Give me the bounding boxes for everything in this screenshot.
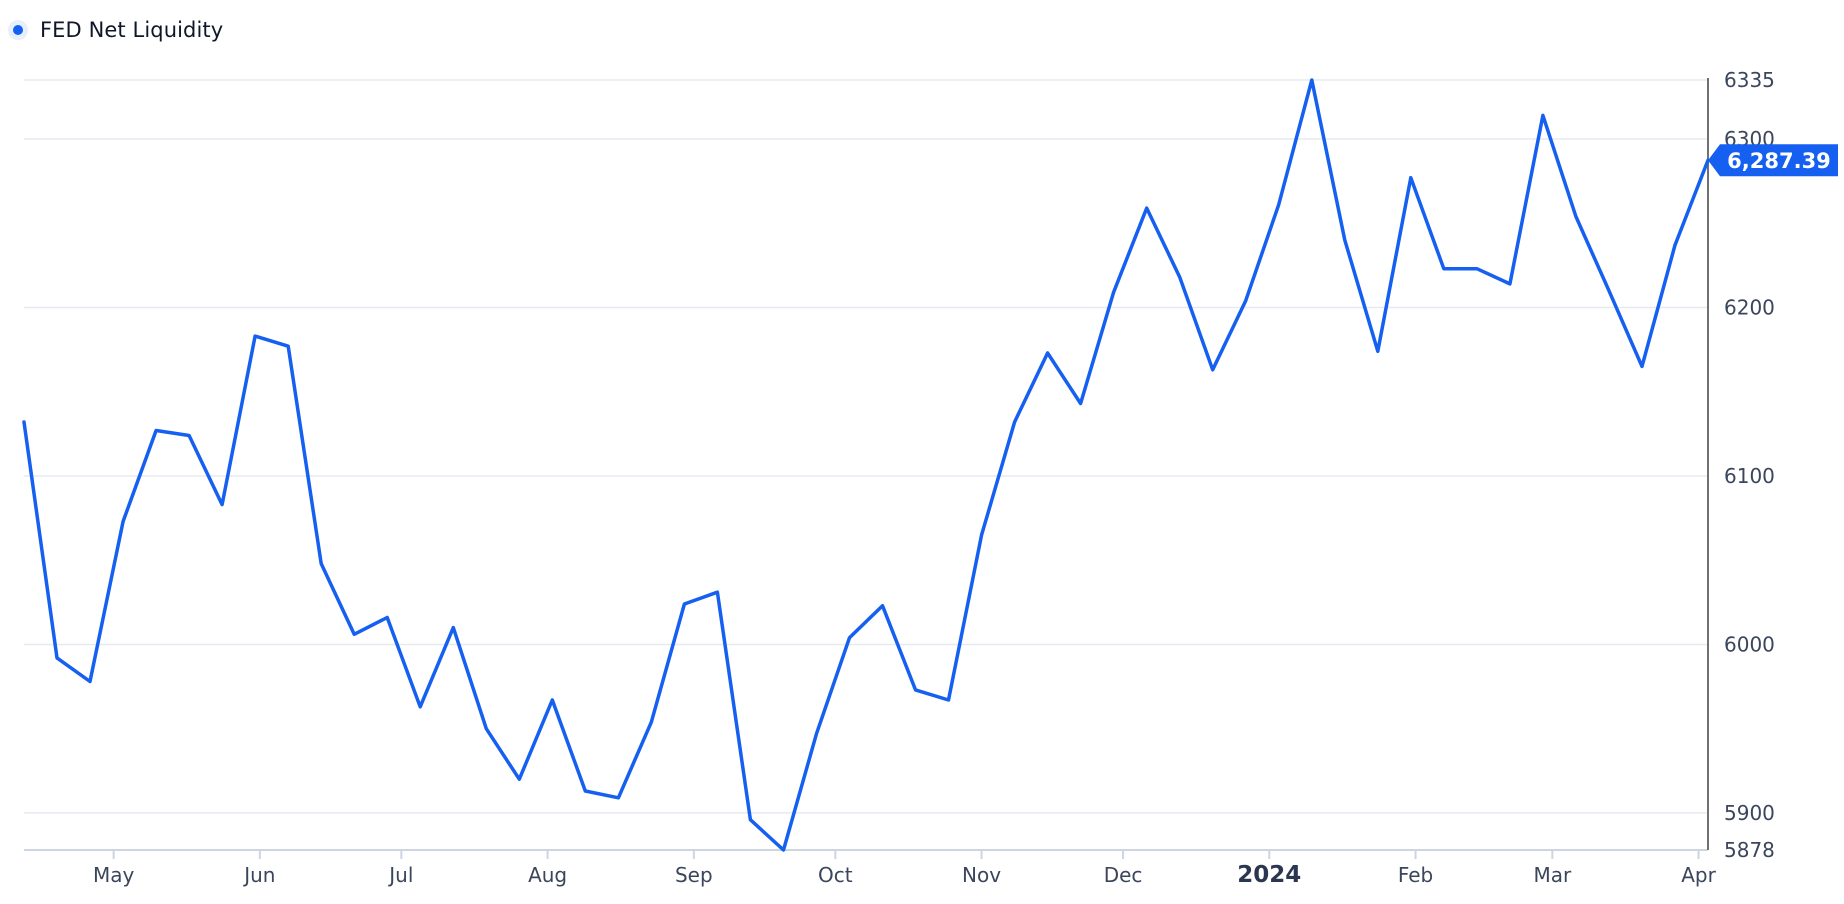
series-line[interactable] [22, 78, 1710, 852]
y-tick-label: 6335 [1724, 68, 1775, 92]
x-tick-label: Sep [675, 863, 713, 887]
legend-marker-icon [8, 20, 28, 40]
x-tick-label: Aug [528, 863, 567, 887]
last-value-badge [1708, 144, 1838, 177]
x-tick-label: Mar [1533, 863, 1572, 887]
y-tick-label: 5900 [1724, 801, 1775, 825]
y-tick-label: 6000 [1724, 632, 1775, 656]
x-tick-label: Jul [387, 863, 413, 887]
legend-label: FED Net Liquidity [40, 18, 224, 42]
x-tick-label: May [93, 863, 135, 887]
x-tick-label: Jun [242, 863, 275, 887]
legend-dot-icon [13, 25, 23, 35]
x-tick-label: Oct [818, 863, 853, 887]
x-tick-label: Feb [1398, 863, 1433, 887]
x-tick-label: Nov [962, 863, 1001, 887]
x-tick-label: 2024 [1237, 862, 1301, 888]
x-tick-label: Dec [1104, 863, 1143, 887]
legend[interactable]: FED Net Liquidity [8, 14, 223, 46]
x-tick-label: Apr [1681, 863, 1716, 887]
y-tick-label: 5878 [1724, 838, 1775, 862]
y-tick-label: 6200 [1724, 295, 1775, 319]
y-tick-label: 6100 [1724, 464, 1775, 488]
last-value-label: 6,287.39 [1727, 149, 1831, 173]
